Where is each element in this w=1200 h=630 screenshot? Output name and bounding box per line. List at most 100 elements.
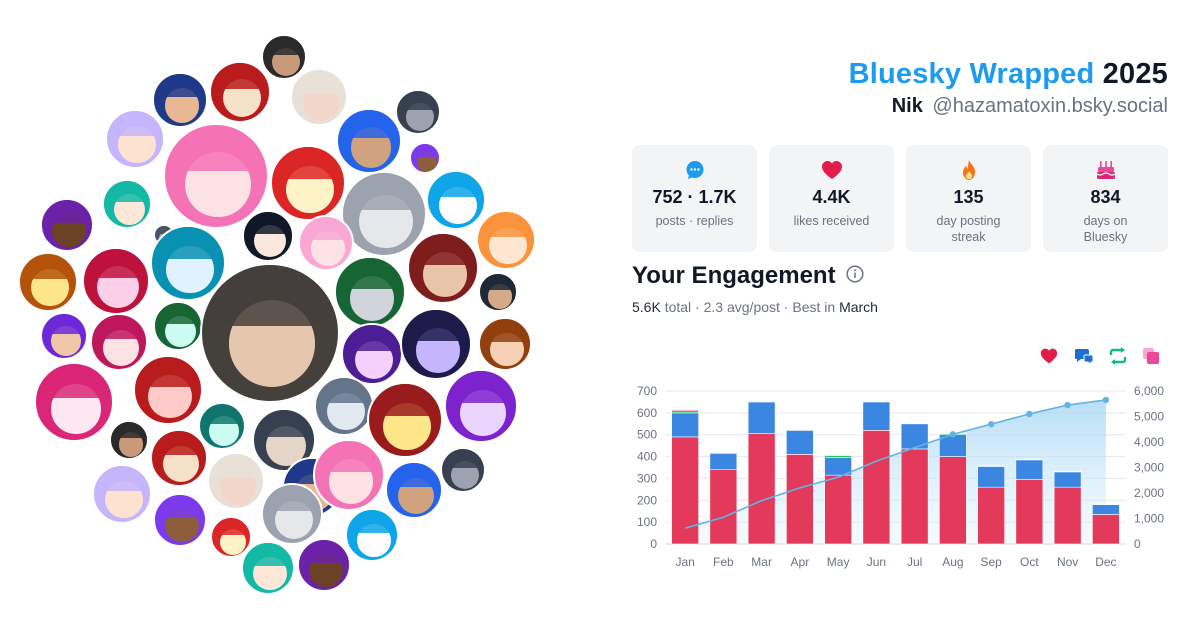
avatar-hair (369, 384, 441, 417)
avatar[interactable] (298, 215, 354, 271)
avatar[interactable] (133, 355, 203, 425)
engagement-summary: 5.6K total · 2.3 avg/post · Best in Marc… (632, 299, 878, 315)
avatar[interactable] (92, 464, 152, 524)
avatar-hair (111, 422, 147, 439)
y-tick-label: 200 (637, 493, 657, 507)
avatar[interactable] (34, 362, 114, 442)
heart-icon[interactable] (1040, 347, 1060, 367)
stat-value: 135 (953, 187, 984, 207)
avatar[interactable] (242, 210, 294, 262)
avatar[interactable] (153, 301, 203, 351)
avatar[interactable] (297, 538, 351, 592)
avatar[interactable] (207, 452, 265, 510)
avatar[interactable] (334, 256, 406, 328)
avatar[interactable] (198, 402, 246, 450)
avatar-hair (92, 315, 146, 340)
avatar[interactable] (385, 461, 443, 519)
bar-segment (1053, 471, 1082, 488)
avatar[interactable] (400, 308, 472, 380)
x-tick-label: Feb (713, 555, 734, 569)
x-tick-label: Jan (675, 555, 694, 569)
avatar[interactable] (40, 198, 94, 252)
bar-segment (747, 401, 776, 434)
avatar[interactable] (102, 179, 152, 229)
info-icon[interactable] (846, 262, 864, 290)
best-month: March (839, 299, 878, 315)
avatar-hair (299, 540, 349, 563)
repost-icon[interactable] (1108, 347, 1128, 367)
heart-icon (769, 159, 894, 181)
avatar-hair (343, 173, 425, 210)
cumulative-point (1064, 401, 1071, 409)
avatar[interactable] (270, 145, 346, 221)
reply-icon[interactable] (1074, 347, 1094, 367)
avatar-cloud (18, 34, 536, 595)
bar-segment (977, 466, 1005, 488)
avatar-hair (411, 144, 439, 157)
avatar[interactable] (440, 447, 486, 493)
avatar-hair (243, 543, 293, 566)
bar-segment (900, 448, 929, 545)
cumulative-point (1026, 410, 1033, 418)
avatar[interactable] (341, 323, 403, 385)
display-name: Nik (891, 95, 923, 117)
avatar[interactable] (426, 170, 486, 230)
y2-tick-label: 5,000 (1134, 410, 1164, 424)
bar-segment (824, 454, 852, 456)
avatar[interactable] (241, 541, 295, 595)
avatar[interactable] (476, 210, 536, 270)
y-tick-label: 300 (637, 471, 657, 485)
avatar[interactable] (444, 369, 518, 443)
avatar[interactable] (313, 439, 385, 511)
avatar[interactable] (150, 225, 226, 301)
y2-tick-label: 0 (1134, 537, 1141, 551)
avatar-hair (402, 310, 470, 341)
avatar-hair (202, 265, 338, 327)
avatar[interactable] (153, 493, 207, 547)
stats-row: 752 · 1.7K posts · replies 4.4K likes re… (632, 145, 1168, 252)
avatar[interactable] (409, 142, 441, 174)
bar-segment (1092, 504, 1120, 515)
bar-segment (786, 430, 814, 455)
avatar[interactable] (261, 483, 323, 545)
avatar[interactable] (407, 232, 479, 304)
avatar[interactable] (150, 429, 208, 487)
y-tick-label: 0 (650, 537, 657, 551)
avatar[interactable] (105, 109, 165, 169)
avatar-hair (36, 364, 112, 399)
avatar[interactable] (478, 317, 532, 371)
avatar[interactable] (109, 420, 149, 460)
avatar-hair (135, 357, 201, 387)
cumulative-point (949, 431, 957, 438)
y2-tick-label: 6,000 (1134, 384, 1164, 398)
bar-segment (862, 401, 891, 431)
stat-label: posts · replies (655, 214, 734, 228)
avatar[interactable] (314, 376, 374, 436)
avatar-hair (263, 485, 321, 512)
chat-bubble-icon (632, 159, 757, 181)
bar-segment (671, 410, 699, 414)
avatar[interactable] (209, 61, 271, 123)
avatar-face (417, 152, 437, 172)
avatar-hair (211, 63, 269, 90)
avatar-hair (442, 449, 484, 468)
bar-segment (786, 454, 814, 545)
quote-icon[interactable] (1142, 347, 1162, 367)
avatar[interactable] (345, 508, 399, 562)
avatar[interactable] (18, 252, 78, 312)
bar-segment (671, 409, 699, 411)
bar-segment (1015, 479, 1044, 545)
x-tick-label: Oct (1020, 555, 1039, 569)
avatar-hair (397, 91, 439, 110)
y2-tick-label: 2,000 (1134, 486, 1164, 500)
avatar[interactable] (478, 272, 518, 312)
avatar-hair (155, 495, 205, 518)
avatar[interactable] (40, 312, 88, 360)
avatar[interactable] (395, 89, 441, 135)
avatar-hair (212, 518, 250, 536)
avatar[interactable] (82, 247, 150, 315)
bar-segment (862, 430, 891, 545)
avatar[interactable] (163, 123, 269, 229)
avatar[interactable] (210, 516, 252, 558)
avatar[interactable] (336, 108, 402, 174)
